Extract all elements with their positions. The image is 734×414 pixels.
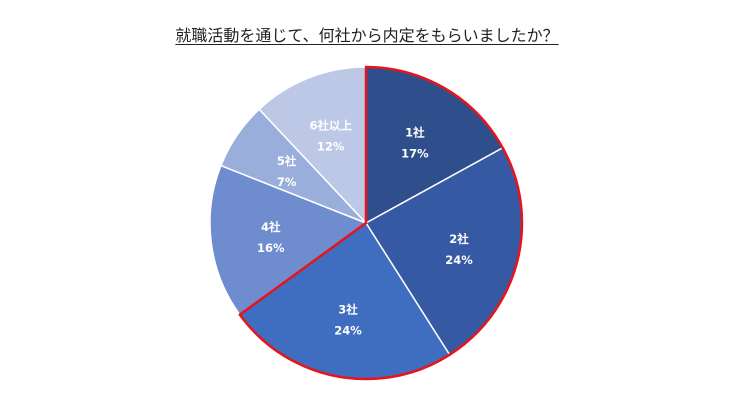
slice-category-label: 4社: [261, 220, 281, 234]
highlight-outline: [238, 65, 524, 381]
pie-slice-4: [209, 164, 368, 316]
slice-category-label: 3社: [338, 302, 358, 316]
chart-title: 就職活動を通じて、何社から内定をもらいましたか？: [0, 22, 734, 46]
slice-percent-label: 24%: [445, 253, 473, 267]
slice-percent-label: 16%: [257, 241, 285, 255]
slice-percent-label: 17%: [401, 146, 429, 160]
slice-category-label: 2社: [449, 232, 469, 246]
slice-percent-label: 24%: [334, 323, 362, 337]
chart-title-text: 就職活動を通じて、何社から内定をもらいましたか？: [175, 26, 559, 45]
pie-slice-6: [258, 66, 367, 225]
slice-category-label: 1社: [405, 125, 425, 139]
pie-slices: [209, 65, 524, 381]
slice-percent-label: 7%: [277, 175, 297, 189]
slice-category-label: 5社: [277, 154, 297, 168]
slice-percent-label: 12%: [317, 140, 345, 154]
pie-labels: 1社 17% 2社 24% 3社 24% 4社 16% 5社 7% 6社以上 12%: [257, 119, 473, 338]
slice-category-label: 6社以上: [309, 119, 352, 133]
